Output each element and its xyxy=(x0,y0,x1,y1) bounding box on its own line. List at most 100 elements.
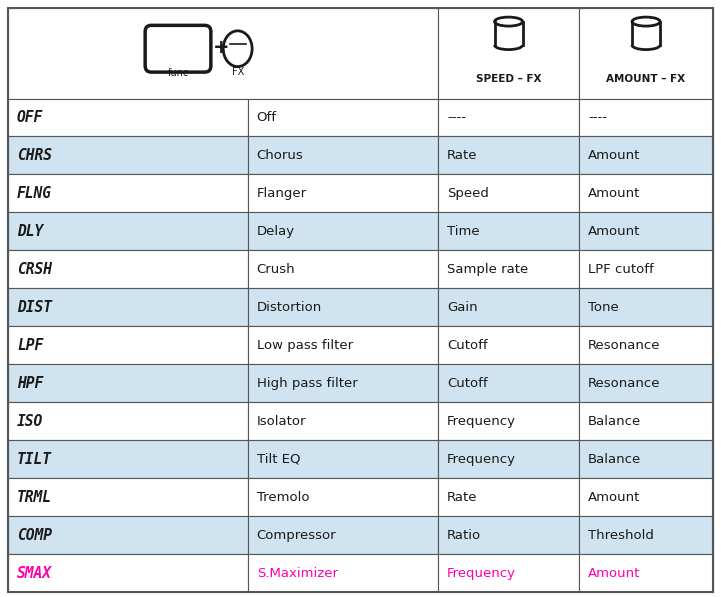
Bar xyxy=(438,327,579,364)
Bar xyxy=(248,516,438,554)
Bar xyxy=(438,554,579,592)
Text: ----: ---- xyxy=(447,111,466,124)
Bar xyxy=(248,402,438,440)
Text: TILT: TILT xyxy=(17,452,52,467)
Text: Isolator: Isolator xyxy=(257,415,306,427)
Text: S.Maximizer: S.Maximizer xyxy=(257,567,337,580)
Bar xyxy=(579,288,713,327)
Bar xyxy=(438,174,579,213)
Text: DIST: DIST xyxy=(17,300,52,315)
Text: Rate: Rate xyxy=(447,491,477,504)
Bar xyxy=(8,8,438,99)
Text: High pass filter: High pass filter xyxy=(257,377,358,390)
Bar xyxy=(8,213,248,250)
Text: Resonance: Resonance xyxy=(588,338,660,352)
Text: SPEED – FX: SPEED – FX xyxy=(476,73,541,84)
Bar xyxy=(438,364,579,402)
Bar xyxy=(8,327,248,364)
Text: Frequency: Frequency xyxy=(447,453,516,466)
Text: Tilt EQ: Tilt EQ xyxy=(257,453,300,466)
Bar xyxy=(438,516,579,554)
Bar xyxy=(579,478,713,516)
Bar xyxy=(248,327,438,364)
Text: AMOUNT – FX: AMOUNT – FX xyxy=(606,73,686,84)
Bar xyxy=(579,137,713,174)
Bar xyxy=(8,440,248,478)
Bar xyxy=(248,137,438,174)
Text: Off: Off xyxy=(257,111,277,124)
Text: Low pass filter: Low pass filter xyxy=(257,338,353,352)
Text: Cutoff: Cutoff xyxy=(447,338,487,352)
Bar xyxy=(438,8,579,99)
Text: CRSH: CRSH xyxy=(17,262,52,277)
Bar xyxy=(579,250,713,288)
Bar xyxy=(8,174,248,213)
Text: Delay: Delay xyxy=(257,225,295,238)
Text: Amount: Amount xyxy=(588,225,640,238)
Bar xyxy=(248,213,438,250)
Bar xyxy=(438,137,579,174)
Text: Time: Time xyxy=(447,225,479,238)
Bar xyxy=(579,327,713,364)
Text: OFF: OFF xyxy=(17,110,43,125)
Bar xyxy=(248,174,438,213)
Text: COMP: COMP xyxy=(17,528,52,543)
Text: Distortion: Distortion xyxy=(257,301,322,314)
Bar xyxy=(8,288,248,327)
Bar xyxy=(438,99,579,137)
Bar xyxy=(8,554,248,592)
Text: Gain: Gain xyxy=(447,301,478,314)
Bar xyxy=(579,364,713,402)
Text: Amount: Amount xyxy=(588,491,640,504)
Text: func: func xyxy=(167,67,189,78)
Text: Ratio: Ratio xyxy=(447,528,481,541)
Bar xyxy=(8,478,248,516)
Text: HPF: HPF xyxy=(17,376,43,390)
Bar xyxy=(579,99,713,137)
Text: ----: ---- xyxy=(588,111,607,124)
Text: Sample rate: Sample rate xyxy=(447,263,528,276)
Text: ISO: ISO xyxy=(17,414,43,429)
Bar xyxy=(495,21,523,45)
Bar xyxy=(248,288,438,327)
Bar xyxy=(248,364,438,402)
Text: Speed: Speed xyxy=(447,187,489,200)
Bar xyxy=(248,554,438,592)
Text: DLY: DLY xyxy=(17,224,43,239)
Bar xyxy=(438,250,579,288)
Text: Rate: Rate xyxy=(447,149,477,162)
Text: Compressor: Compressor xyxy=(257,528,336,541)
Bar xyxy=(438,288,579,327)
Text: FX: FX xyxy=(231,67,244,77)
Text: Tone: Tone xyxy=(588,301,619,314)
Text: Chorus: Chorus xyxy=(257,149,304,162)
Text: SMAX: SMAX xyxy=(17,565,52,580)
Bar xyxy=(438,402,579,440)
Text: Frequency: Frequency xyxy=(447,415,516,427)
Text: Cutoff: Cutoff xyxy=(447,377,487,390)
Bar xyxy=(579,174,713,213)
Text: TRML: TRML xyxy=(17,490,52,504)
Text: +: + xyxy=(213,38,229,57)
Bar xyxy=(438,478,579,516)
Bar xyxy=(579,440,713,478)
Text: Amount: Amount xyxy=(588,149,640,162)
Text: Threshold: Threshold xyxy=(588,528,654,541)
Bar xyxy=(579,516,713,554)
Text: CHRS: CHRS xyxy=(17,148,52,163)
Bar xyxy=(438,213,579,250)
Bar xyxy=(248,440,438,478)
Bar xyxy=(579,402,713,440)
Text: Amount: Amount xyxy=(588,187,640,200)
Text: Resonance: Resonance xyxy=(588,377,660,390)
Text: LPF cutoff: LPF cutoff xyxy=(588,263,654,276)
Bar xyxy=(438,440,579,478)
Bar xyxy=(8,402,248,440)
Text: Frequency: Frequency xyxy=(447,567,516,580)
Bar xyxy=(8,137,248,174)
Bar xyxy=(579,554,713,592)
Bar xyxy=(8,99,248,137)
Text: Tremolo: Tremolo xyxy=(257,491,309,504)
Bar xyxy=(579,8,713,99)
Text: Crush: Crush xyxy=(257,263,296,276)
